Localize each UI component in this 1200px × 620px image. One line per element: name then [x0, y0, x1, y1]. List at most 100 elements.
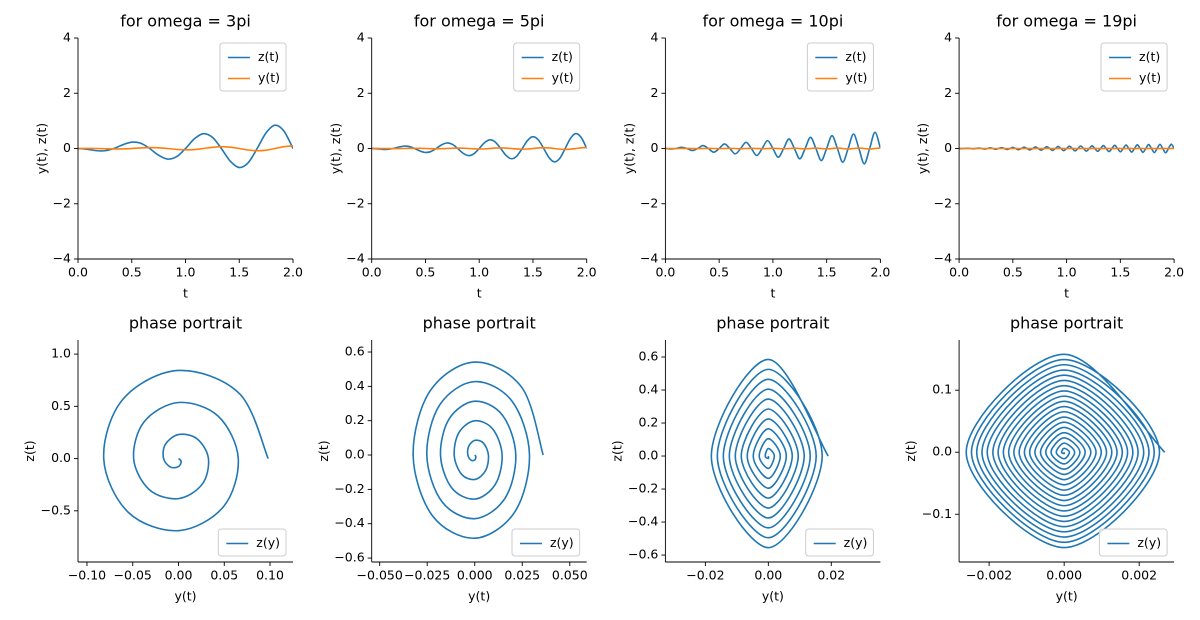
x-axis-label: y(t): [1056, 589, 1078, 604]
legend-label: z(t): [552, 49, 573, 64]
y-axis-label: z(t): [316, 440, 331, 461]
y-tick-label: 0.6: [639, 349, 659, 364]
y-tick-label: 0.0: [639, 448, 659, 463]
y-axis-label: y(t), z(t): [915, 123, 930, 174]
y-tick-label: −0.4: [628, 514, 658, 529]
x-tick-label: 1.0: [763, 265, 783, 280]
y-tick-label: 0.2: [639, 415, 659, 430]
y-tick-label: −0.2: [628, 481, 658, 496]
y-tick-label: 0.0: [51, 450, 71, 465]
x-tick-label: 2.0: [870, 265, 890, 280]
y-tick-label: 0: [650, 140, 658, 155]
y-tick-label: 0: [357, 140, 365, 155]
subplot: for omega = 5pi 0.0 0.5 1.0 1.5 2.0 −4 −2 0 2 4 t y(…: [328, 12, 597, 301]
legend-box: [805, 528, 874, 557]
y-tick-label: 4: [63, 30, 71, 45]
x-tick-label: −0.05: [114, 568, 152, 583]
x-tick-label: 1.5: [1110, 265, 1130, 280]
x-tick-label: 0.002: [1121, 568, 1157, 583]
data-line: [78, 124, 293, 169]
legend: z(y): [217, 528, 287, 557]
legend-label: y(t): [1139, 70, 1161, 85]
legend-label: z(y): [844, 535, 868, 550]
legend-box: [511, 528, 581, 557]
y-tick-label: 0.0: [345, 447, 365, 462]
x-tick-label: 0.0: [362, 265, 382, 280]
subplot-title: for omega = 10pi: [702, 12, 843, 31]
y-tick-label: 4: [357, 30, 365, 45]
legend-label: z(t): [1139, 49, 1160, 64]
x-tick-label: 0.0: [68, 265, 88, 280]
y-tick-label: −0.2: [334, 481, 364, 496]
legend-label: y(t): [258, 70, 280, 85]
subplot-title: phase portrait: [716, 314, 829, 333]
legend-box: [1098, 528, 1168, 557]
x-tick-label: 0.5: [709, 265, 729, 280]
x-tick-label: 0.10: [256, 568, 284, 583]
legend-box: [217, 528, 287, 557]
x-tick-label: 0.00: [754, 568, 782, 583]
y-tick-label: −0.1: [922, 506, 952, 521]
y-tick-label: 0.6: [345, 344, 365, 359]
x-tick-label: 1.0: [1057, 265, 1077, 280]
y-tick-label: 2: [63, 85, 71, 100]
x-tick-label: 1.5: [229, 265, 249, 280]
legend-label: z(t): [845, 49, 866, 64]
data-line: [965, 353, 1166, 549]
y-axis-label: z(t): [903, 440, 918, 461]
x-axis-label: t: [770, 286, 775, 301]
legend-label: z(t): [258, 49, 279, 64]
x-tick-label: 0.02: [817, 568, 845, 583]
y-tick-label: −2: [934, 195, 952, 210]
x-tick-label: 0.5: [416, 265, 436, 280]
legend: z(t) y(t): [219, 42, 287, 92]
subplot: phase portrait −0.050 −0.025 0.000 0.025 0.05…: [316, 314, 588, 604]
y-tick-label: 0: [944, 140, 952, 155]
data-line: [710, 358, 829, 549]
y-tick-label: −2: [346, 195, 364, 210]
subplot-title: phase portrait: [1010, 314, 1123, 333]
x-tick-label: 0.5: [122, 265, 142, 280]
y-axis-label: y(t), z(t): [328, 123, 343, 174]
x-tick-label: 0.0: [655, 265, 675, 280]
legend: z(y): [805, 528, 874, 557]
subplot: for omega = 19pi 0.0 0.5 1.0 1.5 2.0 −4 −2 0 2 4 t y…: [915, 12, 1184, 301]
x-axis-label: y(t): [762, 589, 784, 604]
x-tick-label: 2.0: [283, 265, 303, 280]
y-tick-label: −0.6: [628, 547, 658, 562]
y-axis-label: y(t), z(t): [34, 123, 49, 174]
y-tick-label: −2: [640, 195, 658, 210]
y-tick-label: 4: [944, 30, 952, 45]
legend-label: y(t): [552, 70, 574, 85]
x-axis-label: y(t): [174, 589, 196, 604]
subplot-title: for omega = 3pi: [120, 12, 251, 31]
y-axis-label: z(t): [610, 440, 625, 461]
x-tick-label: −0.002: [966, 568, 1012, 583]
x-tick-label: 0.000: [1046, 568, 1082, 583]
y-tick-label: −4: [346, 251, 364, 266]
y-tick-label: 0.4: [639, 382, 659, 397]
legend-label: z(y): [550, 535, 574, 550]
y-tick-label: 0.0: [932, 444, 952, 459]
data-line: [371, 146, 587, 151]
x-axis-label: t: [477, 286, 482, 301]
y-axis-label: y(t), z(t): [621, 123, 636, 174]
legend-label: z(y): [1137, 535, 1161, 550]
x-axis-label: t: [183, 286, 188, 301]
subplot-title: phase portrait: [423, 314, 536, 333]
legend: z(t) y(t): [1100, 42, 1168, 92]
y-tick-label: 0.1: [932, 382, 952, 397]
y-tick-label: 0.4: [345, 378, 365, 393]
x-tick-label: 1.0: [469, 265, 489, 280]
y-tick-label: −0.5: [41, 502, 71, 517]
legend: z(y): [1098, 528, 1168, 557]
subplot: phase portrait −0.02 0.00 0.02 −0.6 −0.4 −0.2 0…: [610, 314, 881, 604]
x-tick-label: 0.000: [457, 568, 493, 583]
subplot-title: for omega = 5pi: [414, 12, 545, 31]
subplot: for omega = 10pi 0.0 0.5 1.0 1.5 2.0 −4 −2 0 2 4 t y…: [621, 12, 890, 301]
y-tick-label: 0.5: [51, 398, 71, 413]
y-tick-label: 0.2: [345, 412, 365, 427]
legend: z(t) y(t): [513, 42, 581, 92]
